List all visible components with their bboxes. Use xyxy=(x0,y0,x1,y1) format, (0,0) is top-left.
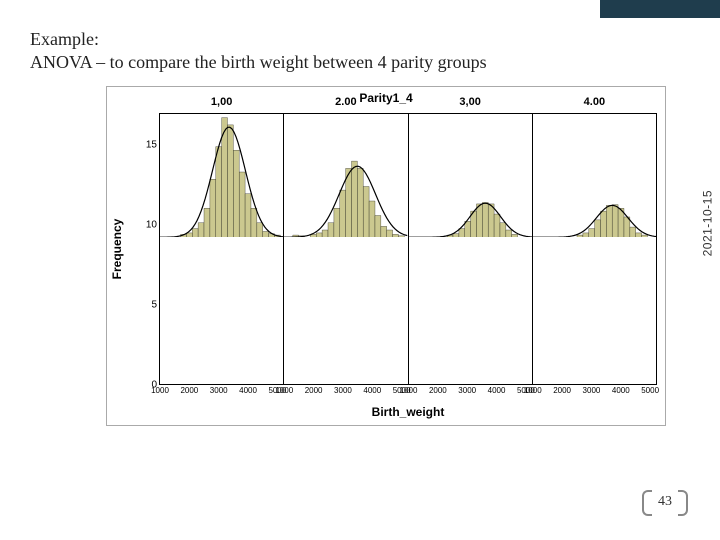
y-tick: 15 xyxy=(133,140,157,151)
panel-header: 1,00 xyxy=(160,96,283,108)
panel-plot xyxy=(409,114,532,237)
x-ticks: 10002000300040005000 xyxy=(284,386,407,398)
chart-panel: 4.0010002000300040005000 xyxy=(533,113,657,385)
panel-header: 2.00 xyxy=(284,96,407,108)
title-line-2: ANOVA – to compare the birth weight betw… xyxy=(30,51,690,74)
panel-plot xyxy=(533,114,656,237)
page-number-badge: 43 xyxy=(644,490,686,514)
x-tick: 5000 xyxy=(641,386,659,395)
corner-accent xyxy=(600,0,720,18)
y-tick: 10 xyxy=(133,220,157,231)
x-ticks: 10002000300040005000 xyxy=(409,386,532,398)
panel-plot xyxy=(160,114,283,237)
x-tick: 1000 xyxy=(400,386,418,395)
x-tick: 3000 xyxy=(458,386,476,395)
x-tick: 2000 xyxy=(305,386,323,395)
x-tick: 3000 xyxy=(210,386,228,395)
x-tick: 2000 xyxy=(180,386,198,395)
title-line-1: Example: xyxy=(30,28,690,51)
panel-plot xyxy=(284,114,407,237)
histogram-panel-chart: Parity1_4 Frequency 051015 1,00100020003… xyxy=(106,86,666,426)
x-tick: 1000 xyxy=(275,386,293,395)
x-tick: 2000 xyxy=(553,386,571,395)
x-tick: 4000 xyxy=(363,386,381,395)
date-label: 2021-10-15 xyxy=(700,190,714,256)
chart-panel: 3,0010002000300040005000 xyxy=(409,113,533,385)
x-tick: 4000 xyxy=(612,386,630,395)
x-ticks: 10002000300040005000 xyxy=(160,386,283,398)
y-axis-label-wrap: Frequency xyxy=(111,113,127,385)
x-axis-label: Birth_weight xyxy=(159,405,657,419)
panel-header: 3,00 xyxy=(409,96,532,108)
slide: Example: ANOVA – to compare the birth we… xyxy=(0,0,720,540)
chart-panel: 1,0010002000300040005000 xyxy=(159,113,284,385)
panel-header: 4.00 xyxy=(533,96,656,108)
x-tick: 1000 xyxy=(524,386,542,395)
x-tick: 4000 xyxy=(239,386,257,395)
y-tick: 5 xyxy=(133,300,157,311)
x-tick: 2000 xyxy=(429,386,447,395)
chart-panels: 1,00100020003000400050002.00100020003000… xyxy=(159,113,657,385)
y-axis-label: Frequency xyxy=(110,219,124,280)
x-tick: 3000 xyxy=(583,386,601,395)
x-ticks: 10002000300040005000 xyxy=(533,386,656,398)
x-tick: 1000 xyxy=(151,386,169,395)
y-axis: 051015 xyxy=(143,113,159,385)
chart-panel: 2.0010002000300040005000 xyxy=(284,113,408,385)
page-number: 43 xyxy=(658,494,672,510)
x-tick: 3000 xyxy=(334,386,352,395)
x-tick: 4000 xyxy=(488,386,506,395)
title-block: Example: ANOVA – to compare the birth we… xyxy=(30,28,690,75)
